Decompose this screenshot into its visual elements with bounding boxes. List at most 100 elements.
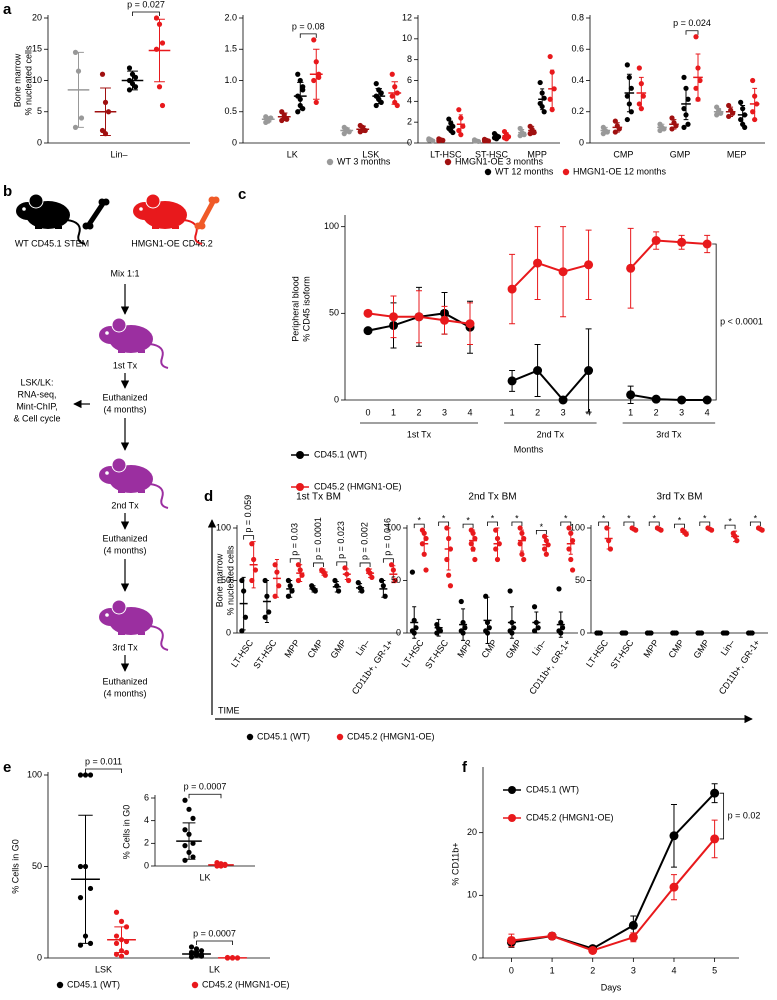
data-point	[702, 395, 712, 405]
legend-marker	[484, 168, 492, 176]
legend-label: WT 3 months	[337, 156, 391, 166]
panel-label: b	[3, 183, 12, 200]
data-point	[113, 940, 120, 946]
bone-end	[102, 198, 110, 206]
donor-label: HMGN1-OE CD45.2	[131, 238, 213, 248]
mouse-ear	[111, 457, 127, 473]
y-tick-label: 100	[216, 522, 231, 532]
data-point	[446, 572, 452, 578]
p-value: p < 0.0001	[720, 316, 763, 326]
p-value: *	[728, 517, 732, 527]
y-tick-label: 50	[221, 575, 231, 585]
data-point	[628, 932, 638, 942]
y-tick-label: 15	[32, 44, 42, 54]
category-label: LSK	[362, 149, 379, 159]
data-point	[409, 569, 416, 575]
y-tick-label: 50	[329, 308, 339, 318]
significance-bracket	[719, 792, 725, 840]
mouse-foot	[172, 226, 179, 229]
transplant-label: 3rd Tx	[112, 642, 138, 652]
y-tick-label: 100	[386, 522, 401, 532]
series-line	[630, 393, 708, 401]
data-point	[341, 131, 347, 137]
p-value: p = 0.03	[290, 523, 300, 556]
mouse-foot	[118, 632, 125, 635]
time-label: TIME	[218, 705, 240, 715]
y-tick-label: 12	[402, 12, 412, 22]
x-tick-label: 3	[679, 407, 684, 417]
data-point	[626, 390, 636, 400]
significance-bracket	[313, 562, 324, 567]
y-tick-label: 4	[407, 96, 412, 106]
panel-label: c	[238, 186, 246, 203]
data-point	[113, 933, 120, 939]
data-point	[113, 951, 120, 957]
significance-bracket	[85, 768, 122, 773]
legend-label: HMGN1-OE 12 months	[573, 166, 667, 176]
significance-bracket	[359, 562, 371, 567]
legend-marker	[56, 981, 64, 989]
significance-bracket	[712, 243, 717, 401]
data-point	[568, 556, 574, 563]
p-value: p = 0.0001	[313, 517, 323, 560]
y-axis-label: % nucleated cells	[23, 45, 33, 116]
data-point	[693, 85, 699, 91]
y-tick-label: 0	[232, 137, 237, 147]
legend-label: HMGN1-OE 3 months	[455, 156, 544, 166]
mouse-foot	[35, 226, 42, 229]
significance-bracket	[487, 521, 498, 526]
legend-marker	[296, 451, 304, 459]
y-tick-label: 10	[32, 75, 42, 85]
data-point	[159, 102, 166, 109]
mouse-tail	[149, 625, 169, 651]
data-point	[190, 815, 196, 822]
p-value: *	[678, 515, 682, 525]
data-point	[531, 604, 538, 610]
data-point	[537, 79, 543, 86]
data-point	[182, 797, 188, 803]
x-tick-label: 3	[631, 965, 636, 975]
data-point	[624, 93, 630, 99]
significance-bracket	[289, 558, 301, 563]
legend-marker	[444, 158, 452, 166]
mouse-foot	[152, 226, 159, 229]
y-tick-label: 100	[570, 522, 585, 532]
y-tick-label: 10	[402, 33, 412, 43]
p-value: *	[754, 513, 758, 523]
data-point	[118, 953, 125, 959]
data-point	[77, 942, 84, 948]
y-tick-label: 50	[391, 575, 401, 585]
series-line	[511, 261, 589, 290]
data-point	[394, 102, 400, 109]
y-tick-label: 50	[575, 575, 585, 585]
mouse-tail	[149, 343, 169, 369]
series-line	[511, 369, 590, 402]
legend-marker	[508, 814, 516, 822]
data-point	[533, 258, 543, 268]
category-label: LK	[199, 872, 210, 882]
y-tick-label: 0	[226, 627, 231, 637]
data-point	[373, 102, 379, 109]
data-point	[584, 260, 594, 270]
significance-bracket	[623, 521, 635, 526]
mouse-tail	[149, 483, 169, 509]
y-tick-label: 0	[579, 137, 584, 147]
x-tick-label: 3	[442, 407, 447, 417]
mouse-eye	[105, 471, 109, 475]
data-point	[132, 84, 139, 90]
y-tick-label: 2	[407, 117, 412, 127]
p-value: p = 0.08	[292, 21, 325, 31]
p-value: *	[491, 513, 495, 523]
significance-bracket	[749, 521, 761, 526]
data-point	[465, 319, 475, 329]
data-point	[507, 588, 513, 594]
data-point	[456, 107, 462, 113]
bone-end	[212, 196, 220, 204]
legend-label: CD45.1 (WT)	[257, 731, 310, 741]
mix-label: Mix 1:1	[110, 268, 139, 278]
y-tick-label: 8	[407, 54, 412, 64]
step-result: Euthanized	[102, 533, 147, 543]
y-tick-label: 2	[144, 838, 149, 848]
p-value: *	[564, 513, 568, 523]
data-point	[126, 65, 133, 71]
